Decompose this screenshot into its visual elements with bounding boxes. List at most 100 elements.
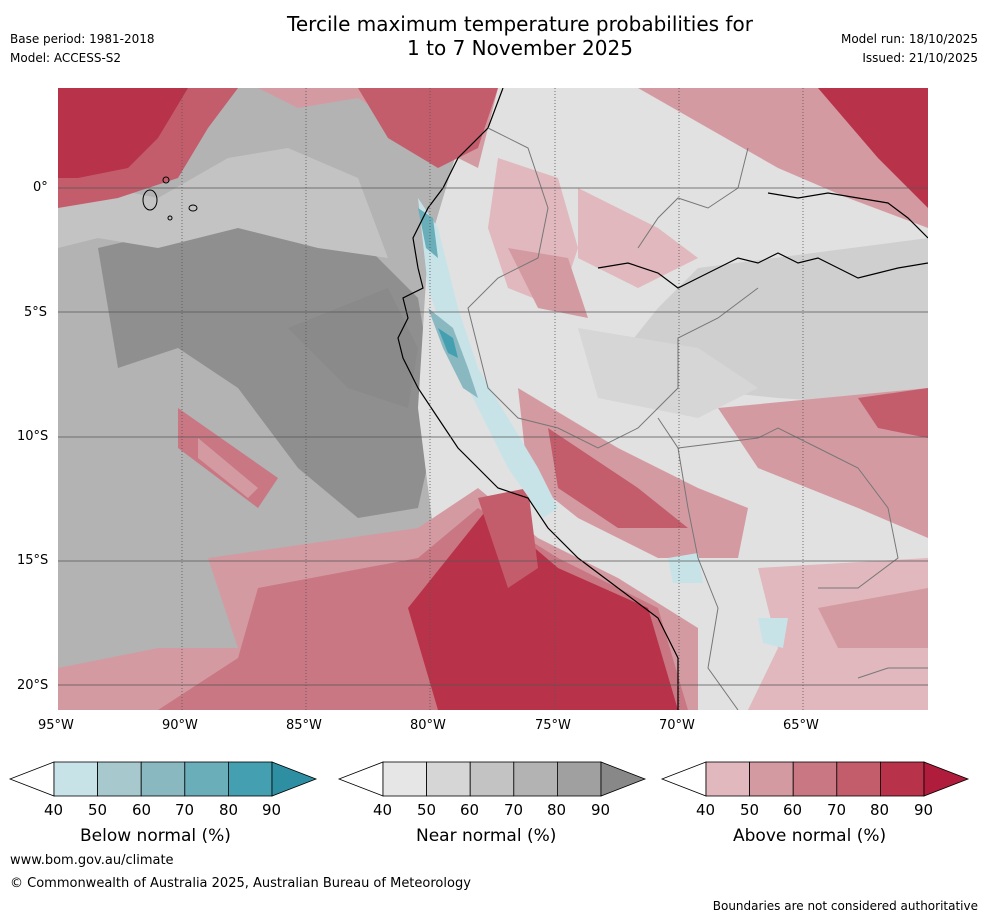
above-tick-90: 90 [914,801,934,819]
above-normal-northeast-core [818,88,928,208]
below-normal-label: Below normal (%) [80,826,231,846]
below-tick-50: 50 [88,801,108,819]
coastline [397,88,679,710]
above-colorbar-segment [749,761,794,797]
lon-label-85w: 85°W [286,718,322,733]
below-tick-80: 80 [219,801,239,819]
below-tick-40: 40 [44,801,64,819]
above-colorbar-segment [705,761,750,797]
near-colorbar-segment [557,761,602,797]
above-normal-colombia-core [508,248,588,318]
disclaimer: Boundaries are not considered authoritat… [712,899,978,913]
above-tick-80: 80 [870,801,890,819]
near-colorbar-segment [513,761,558,797]
title-line-1: Tercile maximum temperature probabilitie… [287,12,753,36]
below-colorbar-segment [53,761,98,797]
galapagos-islands [142,176,198,221]
above-normal-south-core [408,508,678,710]
copyright: © Commonwealth of Australia 2025, Austra… [10,876,471,891]
near-normal-60-region [58,148,388,258]
near-normal-80-region [288,288,418,408]
page-title: Tercile maximum temperature probabilitie… [0,12,988,60]
country-borders [467,127,759,449]
below-normal-90-region [438,328,458,358]
probability-map [58,88,928,710]
near-normal-land-patch [578,328,758,418]
above-normal-brazil-core [858,388,928,438]
above-colorbar-segment [792,761,838,797]
galapagos-island-3 [188,204,198,212]
issued-date: Issued: 21/10/2025 [862,51,978,65]
lat-gridlines [58,187,928,686]
below-colorbar-segment [227,761,273,797]
below-colorbar-low-extend [8,761,55,797]
lon-label-70w: 70°W [659,718,695,733]
bolivia-brazil-border [677,427,899,589]
amazon-river [597,252,928,289]
near-tick-90: 90 [591,801,611,819]
near-colorbar-segment [382,761,427,797]
near-normal-label: Near normal (%) [416,826,557,846]
title-line-2: 1 to 7 November 2025 [407,36,633,60]
above-normal-northwest-core [58,88,188,178]
below-colorbar-segment [97,761,142,797]
above-normal-venezuela [578,188,698,288]
above-normal-gulf [358,88,498,168]
above-normal-ocean-streak-inner [198,438,258,498]
near-colorbar-segment [469,761,515,797]
lat-label-5s: 5°S [24,305,48,320]
paraguay-border [857,667,928,679]
lat-label-0: 0° [33,180,48,195]
near-tick-80: 80 [547,801,567,819]
above-normal-peru-highlands [518,388,748,558]
below-normal-80-region [418,208,438,258]
above-tick-60: 60 [783,801,803,819]
below-colorbar-segment [140,761,186,797]
above-normal-ocean-streak [178,408,278,508]
near-normal-70-region [98,208,438,518]
colombia-venezuela-border [637,147,749,249]
above-tick-40: 40 [696,801,716,819]
lon-label-80w: 80°W [410,718,446,733]
above-normal-southeast-core [818,588,928,648]
near-colorbar-low-extend [337,761,384,797]
above-colorbar-low-extend [660,761,707,797]
near-colorbar-segment [426,761,471,797]
below-tick-90: 90 [262,801,282,819]
below-tick-70: 70 [175,801,195,819]
above-normal-brazil [718,388,928,538]
lat-label-20s: 20°S [17,678,49,693]
base-period: Base period: 1981-2018 [10,32,155,46]
below-tick-60: 60 [132,801,152,819]
above-colorbar-segment [880,761,925,797]
above-colorbar-segment [836,761,881,797]
below-colorbar-high-extend [271,761,318,797]
lon-label-95w: 95°W [38,718,74,733]
model-run: Model run: 18/10/2025 [840,32,978,46]
near-tick-70: 70 [504,801,524,819]
above-normal-coast-core [478,488,538,588]
galapagos-island-1 [142,189,158,211]
northeast-coastline [767,192,928,239]
below-colorbar-segment [184,761,229,797]
above-tick-50: 50 [740,801,760,819]
website-link[interactable]: www.bom.gov.au/climate [10,853,174,868]
lat-label-15s: 15°S [17,553,49,568]
near-tick-50: 50 [417,801,437,819]
lon-label-65w: 65°W [783,718,819,733]
lat-label-10s: 10°S [17,429,49,444]
lon-label-75w: 75°W [535,718,571,733]
above-normal-label: Above normal (%) [733,826,887,846]
below-normal-bolivia [758,618,788,648]
galapagos-island-4 [167,215,173,221]
above-tick-70: 70 [827,801,847,819]
below-normal-titicaca [668,553,703,583]
near-colorbar-high-extend [600,761,647,797]
near-tick-60: 60 [460,801,480,819]
colorbars [8,761,970,797]
model-name: Model: ACCESS-S2 [10,51,122,65]
near-tick-40: 40 [373,801,393,819]
above-normal-peru-core [548,428,688,528]
galapagos-island-2 [162,176,170,184]
lon-label-90w: 90°W [162,718,198,733]
